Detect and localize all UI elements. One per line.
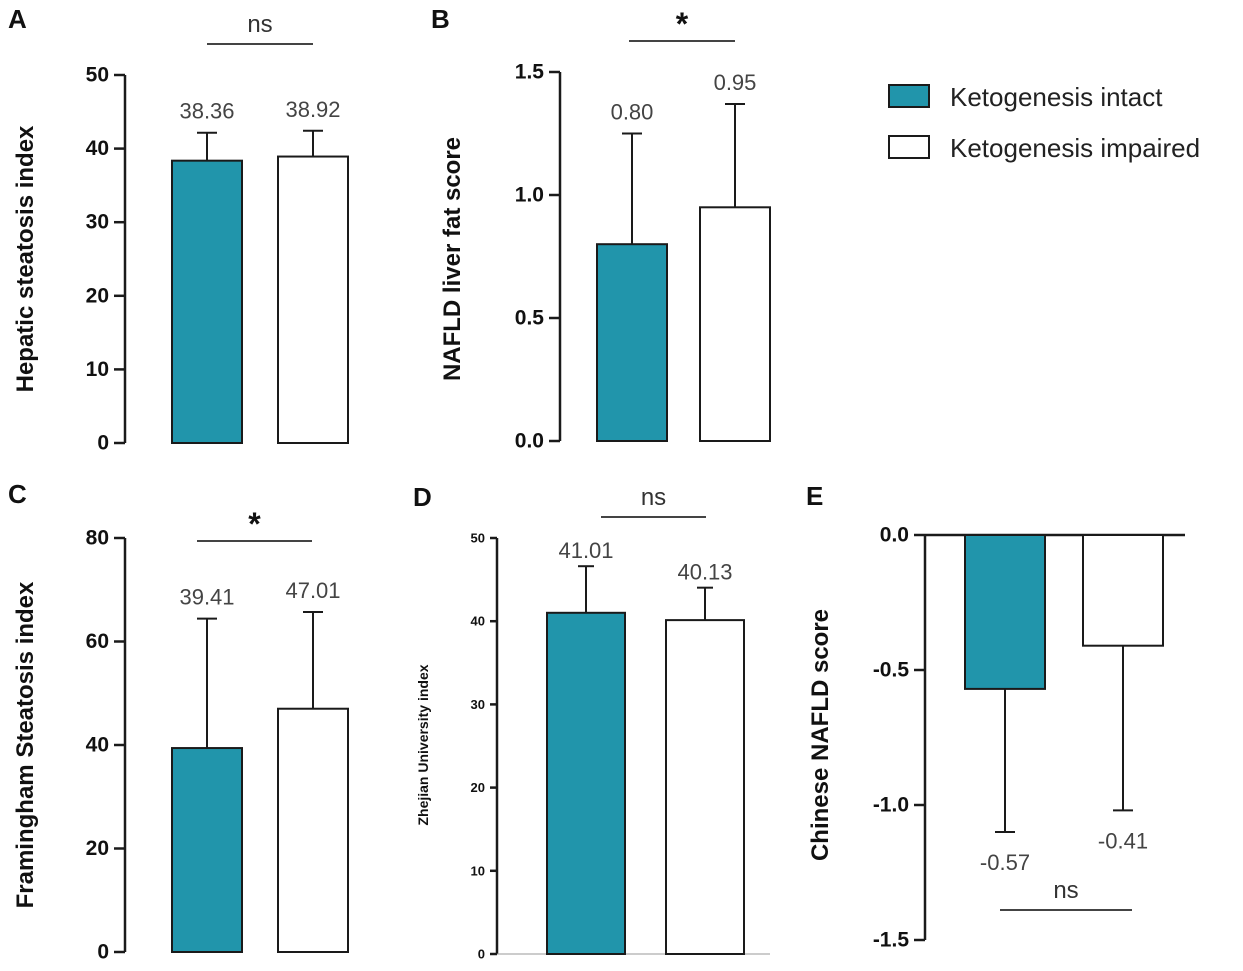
significance-label: ns [1053,877,1078,904]
y-tick-label: 10 [86,358,109,381]
bar-ketogenesis-impaired [665,619,745,955]
y-tick-label: 60 [86,630,109,653]
y-tick-label: 1.0 [515,184,544,207]
y-tick-label: 40 [86,734,109,757]
y-tick-label: 0 [97,941,109,964]
data-label: -0.41 [1098,828,1148,853]
panel-letter: B [431,4,450,34]
y-axis-title: Hepatic steatosis index [12,125,39,392]
data-label: 0.95 [714,70,757,95]
y-tick-label: 20 [86,284,109,307]
bar-ketogenesis-impaired [277,707,349,954]
bar-ketogenesis-impaired [277,155,349,444]
bar-ketogenesis-intact [596,243,668,442]
data-label: 0.80 [611,100,654,125]
bar-ketogenesis-intact [964,534,1046,690]
y-tick-label: 20 [86,837,109,860]
panel-d: D Zhejian University index 0 10 20 30 40 50 41.0… [413,482,770,962]
legend-label: Ketogenesis impaired [950,133,1200,163]
significance-label: * [248,506,261,542]
y-tick-label: 50 [86,64,109,87]
y-axis-title: Framingham Steatosis index [12,581,39,908]
y-tick-label: 0 [97,432,109,455]
y-tick-label: 0.0 [880,524,909,547]
bar-ketogenesis-intact [171,159,243,444]
panel-letter: A [8,4,27,34]
legend: Ketogenesis intact Ketogenesis impaired [888,82,1200,163]
data-label: 41.01 [558,538,613,563]
panel-letter: C [8,479,27,509]
bar-ketogenesis-intact [546,611,626,955]
data-label: 40.13 [677,560,732,585]
legend-item-impaired: Ketogenesis impaired [888,133,1200,163]
y-axis-title: NAFLD liver fat score [439,137,466,381]
legend-item-intact: Ketogenesis intact [888,82,1163,112]
panel-b: B NAFLD liver fat score 0.0 0.5 1.0 1.5 0.80 0.… [431,4,771,453]
bar-ketogenesis-impaired [699,206,771,442]
bar-ketogenesis-intact [171,747,243,953]
panel-letter: E [806,481,823,511]
legend-label: Ketogenesis intact [950,82,1163,112]
y-tick-label: 30 [471,697,485,712]
significance-label: * [676,6,689,42]
legend-swatch [888,84,930,108]
data-label: -0.57 [980,850,1030,875]
y-tick-label: -1.5 [873,929,910,952]
y-axis-title: Zhejian University index [415,664,431,825]
data-label: 38.92 [285,97,340,122]
y-axis-title: Chinese NAFLD score [807,609,834,861]
significance-label: ns [641,484,666,511]
significance-label: ns [247,11,272,38]
y-tick-label: 30 [86,211,109,234]
panel-letter: D [413,482,432,512]
panel-a: A Hepatic steatosis index 0 10 20 30 40 50 38.36… [8,4,349,455]
panel-e: E Chinese NAFLD score 0.0 -0.5 -1.0 -1.5 -0.57… [806,481,1185,952]
y-tick-label: 1.5 [515,61,545,84]
bar-ketogenesis-impaired [1082,534,1164,647]
data-label: 38.36 [179,99,234,124]
y-tick-label: 0.5 [515,307,545,330]
y-tick-label: 10 [471,863,485,878]
y-tick-label: 0.0 [515,430,544,453]
panel-c: C Framingham Steatosis index 0 20 40 60 80 39.4… [8,479,349,964]
y-tick-label: 50 [471,531,485,546]
y-tick-label: -1.0 [873,794,909,817]
y-tick-label: 40 [86,137,109,160]
y-tick-label: 80 [86,527,109,550]
legend-swatch [888,135,930,159]
y-tick-label: 40 [471,614,485,629]
y-tick-label: 20 [471,780,485,795]
y-tick-label: -0.5 [873,659,910,682]
y-tick-label: 0 [478,947,485,962]
data-label: 47.01 [285,578,340,603]
data-label: 39.41 [179,585,234,610]
